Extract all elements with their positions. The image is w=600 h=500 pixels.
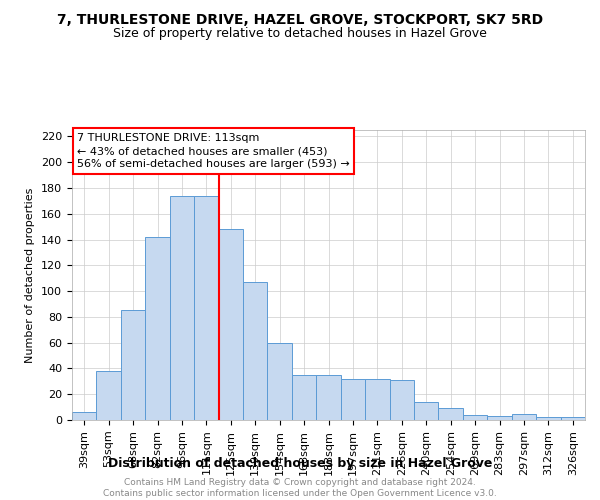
Bar xyxy=(316,375,341,420)
Bar xyxy=(243,282,268,420)
Bar xyxy=(268,342,292,420)
Y-axis label: Number of detached properties: Number of detached properties xyxy=(25,188,35,362)
Text: Contains HM Land Registry data © Crown copyright and database right 2024.
Contai: Contains HM Land Registry data © Crown c… xyxy=(103,478,497,498)
Bar xyxy=(536,418,560,420)
Bar xyxy=(341,379,365,420)
Bar xyxy=(560,418,585,420)
Bar xyxy=(439,408,463,420)
Bar xyxy=(194,196,218,420)
Bar xyxy=(389,380,414,420)
Text: 7 THURLESTONE DRIVE: 113sqm
← 43% of detached houses are smaller (453)
56% of se: 7 THURLESTONE DRIVE: 113sqm ← 43% of det… xyxy=(77,133,350,170)
Bar xyxy=(463,415,487,420)
Bar xyxy=(292,375,316,420)
Text: Distribution of detached houses by size in Hazel Grove: Distribution of detached houses by size … xyxy=(108,458,492,470)
Bar xyxy=(414,402,439,420)
Bar xyxy=(487,416,512,420)
Text: 7, THURLESTONE DRIVE, HAZEL GROVE, STOCKPORT, SK7 5RD: 7, THURLESTONE DRIVE, HAZEL GROVE, STOCK… xyxy=(57,12,543,26)
Bar xyxy=(72,412,97,420)
Text: Size of property relative to detached houses in Hazel Grove: Size of property relative to detached ho… xyxy=(113,28,487,40)
Bar xyxy=(512,414,536,420)
Bar xyxy=(218,229,243,420)
Bar xyxy=(97,371,121,420)
Bar xyxy=(145,237,170,420)
Bar xyxy=(365,379,389,420)
Bar xyxy=(121,310,145,420)
Bar xyxy=(170,196,194,420)
